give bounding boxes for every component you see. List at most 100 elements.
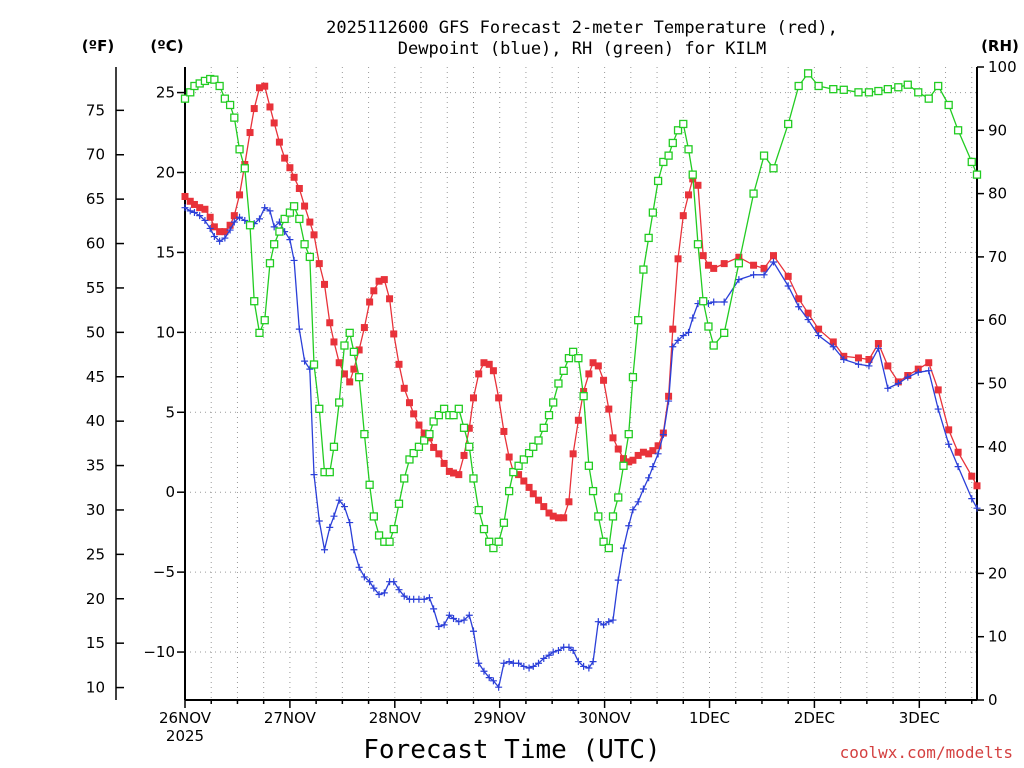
rh-point: [469, 474, 478, 483]
rh-point: [693, 240, 703, 249]
temperature-point: [815, 325, 823, 333]
temperature-point: [645, 450, 653, 458]
temperature-point: [181, 192, 189, 200]
temperature-point: [201, 205, 209, 213]
celsius-unit-label: (ºC): [150, 37, 183, 55]
dewpoint-point: [375, 591, 383, 598]
temperature-point: [405, 399, 413, 407]
dewpoint-point: [460, 616, 468, 624]
temperature-point: [639, 448, 647, 456]
rh-point: [953, 126, 963, 135]
temperature-point: [884, 362, 892, 370]
temperature-point: [475, 370, 483, 378]
dewpoint-point: [315, 517, 323, 525]
dewpoint-point: [346, 519, 354, 527]
rh-line: [184, 72, 978, 550]
dewpoint-point: [580, 662, 588, 670]
dewpoint-point: [685, 328, 693, 336]
rh-point: [839, 85, 848, 94]
dewpoint-point: [945, 440, 953, 448]
fahrenheit-unit-label: (ºF): [82, 37, 114, 55]
time-tick-label: 26NOV: [159, 709, 212, 727]
fahrenheit-tick-label: 50: [86, 323, 105, 341]
dewpoint-point: [430, 605, 438, 613]
rh-point: [564, 354, 574, 363]
celsius-tick-label: 25: [156, 84, 175, 102]
dewpoint-point: [330, 512, 338, 520]
temperature-point: [221, 228, 229, 236]
temperature-point: [654, 442, 662, 450]
dewpoint-point: [619, 544, 627, 552]
rh-point: [325, 467, 334, 477]
rh-point: [644, 233, 653, 243]
dewpoint-point: [614, 576, 622, 584]
rh-point: [270, 240, 279, 249]
dewpoint-point: [520, 662, 528, 670]
dewpoint-point: [181, 204, 189, 212]
dewpoint-point: [674, 336, 682, 344]
temperature-point: [795, 295, 803, 303]
dewpoint-point: [440, 621, 448, 629]
dewpoint-point: [455, 618, 463, 626]
rh-point: [934, 81, 943, 91]
rh-point: [634, 316, 643, 325]
temperature-point: [206, 213, 214, 221]
rh-tick-label: 60: [988, 311, 1007, 329]
rh-point: [883, 85, 892, 94]
rh-point: [549, 398, 558, 407]
rh-point: [255, 328, 264, 338]
temperature-point: [934, 386, 942, 394]
fahrenheit-tick-label: 70: [86, 146, 105, 164]
dewpoint-point: [435, 622, 443, 630]
dewpoint-point: [854, 360, 862, 368]
rh-point: [409, 448, 418, 458]
rh-point: [474, 505, 483, 515]
time-tick-label: 29NOV: [474, 709, 527, 727]
temperature-point: [535, 496, 543, 504]
temperature-point: [500, 427, 508, 435]
temperature-point: [420, 429, 428, 437]
dewpoint-point: [306, 365, 314, 373]
credit-link[interactable]: coolwx.com/modelts: [840, 743, 1013, 762]
rh-point: [385, 537, 394, 546]
rh-point: [914, 88, 923, 97]
fahrenheit-tick-label: 55: [86, 279, 105, 297]
rh-point: [514, 461, 523, 470]
temperature-point: [480, 359, 488, 367]
rh-point: [803, 69, 813, 78]
temperature-point: [525, 483, 533, 491]
dewpoint-point: [535, 659, 543, 667]
temperature-point: [435, 450, 443, 458]
dewpoint-point: [529, 662, 537, 670]
dewpoint-point: [236, 213, 244, 221]
rh-tick-label: 30: [988, 501, 1007, 519]
rh-point: [854, 88, 863, 97]
temperature-point: [450, 469, 458, 477]
celsius-tick-label: −5: [153, 563, 175, 581]
rh-point: [704, 322, 713, 331]
rh-point: [628, 373, 638, 382]
dewpoint-point: [954, 463, 962, 471]
rh-point: [699, 297, 708, 306]
celsius-tick-label: 5: [165, 403, 175, 421]
temperature-point: [874, 340, 882, 348]
temperature-point: [634, 451, 642, 459]
dewpoint-point: [540, 654, 548, 662]
dewpoint-point: [585, 664, 593, 672]
dewpoint-point: [625, 522, 633, 530]
dewpoint-point: [400, 592, 408, 600]
temperature-point: [529, 490, 537, 498]
rh-point: [559, 366, 568, 375]
dewpoint-point: [290, 256, 298, 264]
rh-point: [429, 417, 438, 426]
dewpoint-point: [569, 646, 577, 654]
dewpoint-point: [554, 646, 562, 654]
dewpoint-point: [206, 224, 214, 232]
temperature-point: [390, 330, 398, 338]
temperature-point: [954, 448, 962, 456]
temperature-point: [306, 218, 314, 226]
temperature-series: [181, 82, 981, 522]
rh-point: [864, 88, 874, 97]
temperature-point: [710, 264, 718, 272]
temperature-point: [580, 387, 588, 395]
